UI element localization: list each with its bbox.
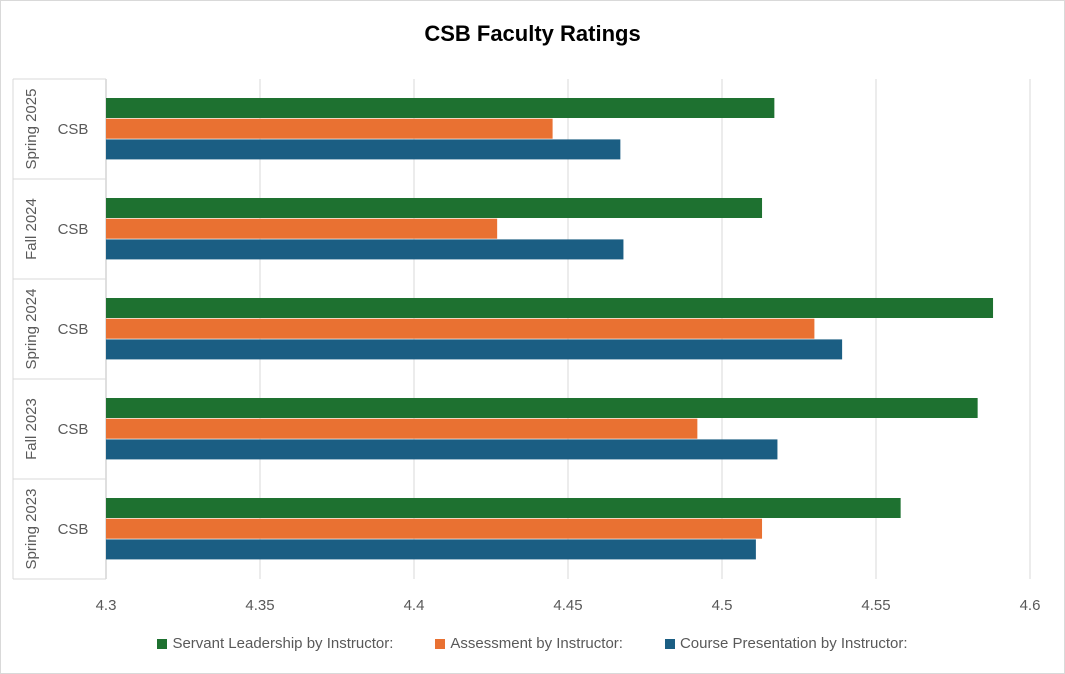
x-tick-label: 4.3 [96, 597, 117, 614]
bar-servant-leadership-by-instructor [106, 198, 763, 218]
legend-item: Course Presentation by Instructor: [664, 635, 908, 652]
bar-assessment-by-instructor [106, 418, 698, 439]
legend: Servant Leadership by Instructor: Assessm… [1, 635, 1064, 652]
bar-servant-leadership-by-instructor [106, 98, 775, 118]
legend-label: Assessment by Instructor: [450, 635, 623, 652]
legend-item: Servant Leadership by Instructor: [157, 635, 393, 652]
category-label: CSB [58, 421, 89, 438]
bar-course-presentation-by-instructor [106, 439, 778, 460]
category-label: CSB [58, 221, 89, 238]
category-label: CSB [58, 521, 89, 538]
x-tick-label: 4.6 [1020, 597, 1041, 614]
legend-label: Course Presentation by Instructor: [679, 635, 908, 652]
category-label: CSB [58, 121, 89, 138]
bar-assessment-by-instructor [106, 218, 498, 239]
legend-swatch [157, 638, 168, 649]
category-group-label: Spring 2025 [23, 89, 40, 170]
legend-swatch [435, 638, 446, 649]
x-tick-label: 4.35 [245, 597, 274, 614]
chart-title: CSB Faculty Ratings [424, 21, 641, 46]
x-tick-label: 4.45 [553, 597, 582, 614]
bar-course-presentation-by-instructor [106, 339, 843, 360]
legend-item: Assessment by Instructor: [435, 635, 623, 652]
bar-course-presentation-by-instructor [106, 139, 621, 160]
x-tick-label: 4.5 [712, 597, 733, 614]
legend-label: Servant Leadership by Instructor: [172, 635, 394, 652]
category-group-label: Spring 2023 [23, 489, 40, 570]
bar-servant-leadership-by-instructor [106, 498, 901, 518]
bar-course-presentation-by-instructor [106, 539, 756, 560]
x-tick-label: 4.4 [404, 597, 425, 614]
bar-course-presentation-by-instructor [106, 239, 624, 260]
bar-assessment-by-instructor [106, 118, 553, 139]
bar-assessment-by-instructor [106, 318, 815, 339]
legend-swatch [664, 638, 675, 649]
x-tick-label: 4.55 [861, 597, 890, 614]
category-group-label: Fall 2024 [23, 198, 40, 260]
category-group-label: Spring 2024 [23, 289, 40, 370]
category-label: CSB [58, 321, 89, 338]
category-group-label: Fall 2023 [23, 398, 40, 460]
bar-servant-leadership-by-instructor [106, 398, 978, 418]
bar-assessment-by-instructor [106, 518, 763, 539]
bar-servant-leadership-by-instructor [106, 298, 994, 318]
